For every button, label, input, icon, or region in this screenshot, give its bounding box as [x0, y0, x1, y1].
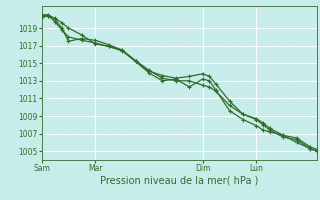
- X-axis label: Pression niveau de la mer( hPa ): Pression niveau de la mer( hPa ): [100, 176, 258, 186]
